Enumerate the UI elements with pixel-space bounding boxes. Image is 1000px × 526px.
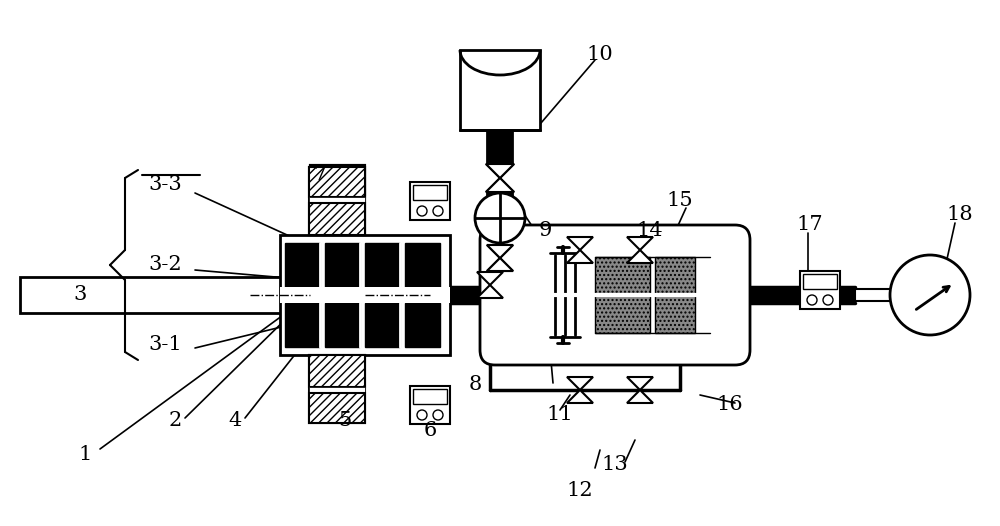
Bar [460, 50, 540, 130]
Circle shape [890, 255, 970, 335]
Bar [280, 235, 450, 355]
Bar [310, 165, 365, 235]
Bar [280, 287, 450, 303]
Bar [309, 203, 365, 235]
Bar [486, 246, 514, 272]
Polygon shape [567, 237, 593, 250]
Bar [595, 257, 650, 295]
Text: 3-1: 3-1 [148, 336, 182, 355]
Bar [325, 303, 360, 347]
Bar [310, 165, 365, 195]
Bar [309, 393, 365, 423]
Text: 1: 1 [78, 446, 92, 464]
Bar [413, 389, 447, 404]
Circle shape [807, 295, 817, 305]
Text: 7: 7 [313, 166, 327, 185]
Text: 9: 9 [538, 220, 552, 239]
Polygon shape [627, 237, 653, 250]
Bar [595, 295, 650, 333]
Bar [655, 295, 695, 333]
Bar [800, 271, 840, 309]
Text: 15: 15 [667, 190, 693, 209]
Bar [309, 355, 365, 387]
Circle shape [475, 193, 525, 243]
Bar [310, 195, 365, 235]
Polygon shape [567, 390, 593, 403]
Text: 16: 16 [717, 396, 743, 414]
Polygon shape [486, 178, 514, 192]
Text: 17: 17 [797, 216, 823, 235]
Polygon shape [487, 245, 513, 258]
Bar [365, 243, 400, 287]
Text: 14: 14 [637, 220, 663, 239]
Bar [285, 303, 320, 347]
Bar [803, 274, 837, 289]
Polygon shape [486, 164, 514, 178]
Text: 12: 12 [567, 480, 593, 500]
Text: 8: 8 [468, 376, 482, 394]
Text: 5: 5 [338, 410, 352, 430]
Text: 3: 3 [73, 286, 87, 305]
Bar [325, 243, 360, 287]
Bar [309, 167, 365, 235]
Bar [655, 257, 695, 295]
Bar [485, 165, 515, 192]
Text: 3-3: 3-3 [148, 176, 182, 195]
Circle shape [417, 206, 427, 216]
Polygon shape [477, 272, 503, 285]
Bar [309, 355, 365, 423]
Circle shape [417, 410, 427, 420]
Text: 3-2: 3-2 [148, 256, 182, 275]
Bar [405, 303, 440, 347]
Polygon shape [486, 178, 514, 192]
Text: 13: 13 [602, 456, 628, 474]
Bar [490, 130, 510, 215]
Bar [413, 185, 447, 200]
Bar [855, 289, 895, 301]
Text: 10: 10 [587, 46, 613, 65]
Polygon shape [487, 245, 513, 258]
Bar [309, 387, 365, 393]
Polygon shape [477, 285, 503, 298]
Circle shape [433, 206, 443, 216]
Polygon shape [627, 250, 653, 263]
Bar [20, 277, 315, 313]
Polygon shape [487, 258, 513, 271]
Bar [410, 386, 450, 424]
Bar [450, 287, 855, 303]
Polygon shape [627, 390, 653, 403]
Text: 6: 6 [423, 420, 437, 440]
Circle shape [433, 410, 443, 420]
Bar [309, 197, 365, 203]
Text: 11: 11 [547, 406, 573, 424]
Bar [405, 243, 440, 287]
Polygon shape [627, 377, 653, 390]
Text: 2: 2 [168, 410, 182, 430]
Polygon shape [486, 164, 514, 178]
Polygon shape [567, 250, 593, 263]
Bar [365, 303, 400, 347]
Circle shape [823, 295, 833, 305]
Text: 4: 4 [228, 410, 242, 430]
Text: 18: 18 [947, 206, 973, 225]
Polygon shape [487, 258, 513, 271]
Polygon shape [567, 377, 593, 390]
FancyBboxPatch shape [480, 225, 750, 365]
Bar [285, 243, 320, 287]
Bar [309, 167, 365, 197]
Bar [410, 182, 450, 220]
